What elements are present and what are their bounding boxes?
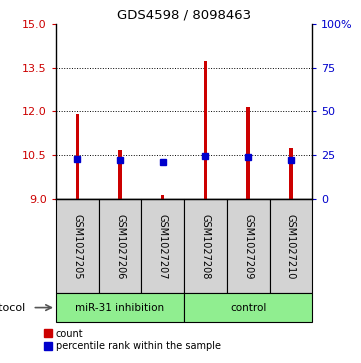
Text: protocol: protocol [0, 303, 25, 313]
Text: control: control [230, 303, 266, 313]
FancyBboxPatch shape [56, 199, 99, 293]
Bar [118, 150, 122, 199]
FancyBboxPatch shape [142, 199, 184, 293]
Text: GSM1027207: GSM1027207 [158, 214, 168, 279]
Bar [289, 148, 293, 199]
Text: GSM1027205: GSM1027205 [72, 214, 82, 279]
Bar [204, 61, 207, 199]
Text: GSM1027206: GSM1027206 [115, 214, 125, 279]
FancyBboxPatch shape [184, 293, 312, 322]
Text: GSM1027210: GSM1027210 [286, 214, 296, 279]
Title: GDS4598 / 8098463: GDS4598 / 8098463 [117, 8, 251, 21]
Bar [75, 114, 79, 199]
Bar [247, 107, 250, 199]
Text: miR-31 inhibition: miR-31 inhibition [75, 303, 165, 313]
FancyBboxPatch shape [227, 199, 270, 293]
FancyBboxPatch shape [270, 199, 312, 293]
FancyBboxPatch shape [99, 199, 142, 293]
Bar [161, 195, 165, 199]
FancyBboxPatch shape [184, 199, 227, 293]
FancyBboxPatch shape [56, 293, 184, 322]
Legend: count, percentile rank within the sample: count, percentile rank within the sample [40, 325, 225, 355]
Text: GSM1027209: GSM1027209 [243, 214, 253, 279]
Text: GSM1027208: GSM1027208 [200, 214, 210, 279]
